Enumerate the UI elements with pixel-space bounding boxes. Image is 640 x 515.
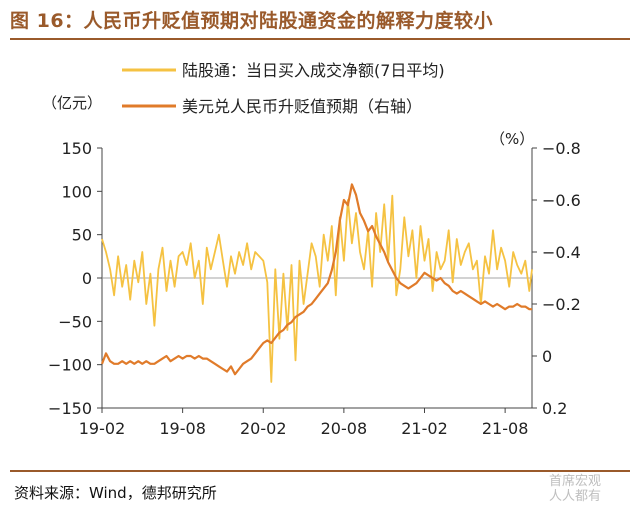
line-chart: 陆股通：当日买入成交净额(7日平均) 美元兑人民币升贬值预期（右轴） （亿元） …: [42, 61, 581, 438]
x-tick-label: 19-08: [159, 419, 206, 438]
legend-label-cny-expectation: 美元兑人民币升贬值预期（右轴）: [182, 97, 422, 116]
series-line-northbound: [101, 194, 533, 383]
left-tick-label: −50: [58, 312, 92, 331]
legend: 陆股通：当日买入成交净额(7日平均) 美元兑人民币升贬值预期（右轴）: [122, 61, 445, 116]
right-tick-label: −0.2: [542, 295, 581, 314]
series-line-cny-expectation: [100, 183, 532, 376]
left-tick-label: 100: [61, 182, 92, 201]
left-tick-label: 50: [72, 226, 92, 245]
watermark-line-2: 人人都有: [548, 489, 601, 504]
right-tick-label: 0: [542, 347, 552, 366]
left-tick-label: 0: [82, 269, 92, 288]
x-tick-label: 21-08: [482, 419, 529, 438]
series-group: [100, 183, 533, 383]
x-tick-label: 19-02: [79, 419, 126, 438]
footer-divider: [10, 470, 630, 472]
x-tick-label: 20-02: [240, 419, 287, 438]
right-tick-label: −0.4: [542, 243, 581, 262]
left-tick-label: 150: [61, 139, 92, 158]
figure-title: 图 16：人民币升贬值预期对陆股通资金的解释力度较小: [10, 10, 494, 32]
source-note: 资料来源：Wind，德邦研究所: [14, 484, 217, 502]
axes: 150 100 50 0 −50 −100 −150 −0.8 −0.6 −0.4 −0.2 0 0.2…: [48, 139, 581, 438]
x-tick-label: 21-02: [401, 419, 448, 438]
right-tick-label: 0.2: [542, 399, 567, 418]
x-tick-label: 20-08: [321, 419, 368, 438]
left-axis-unit: （亿元）: [42, 94, 102, 112]
right-tick-label: −0.6: [542, 191, 581, 210]
right-axis-unit: （%）: [490, 130, 534, 148]
left-tick-label: −150: [48, 399, 92, 418]
watermark-line-1: 首席宏观: [548, 474, 601, 489]
legend-label-northbound: 陆股通：当日买入成交净额(7日平均): [182, 61, 445, 80]
title-divider: [10, 38, 630, 40]
left-tick-label: −100: [48, 356, 92, 375]
right-tick-label: −0.8: [542, 139, 581, 158]
watermark: 首席宏观 人人都有: [520, 474, 630, 504]
